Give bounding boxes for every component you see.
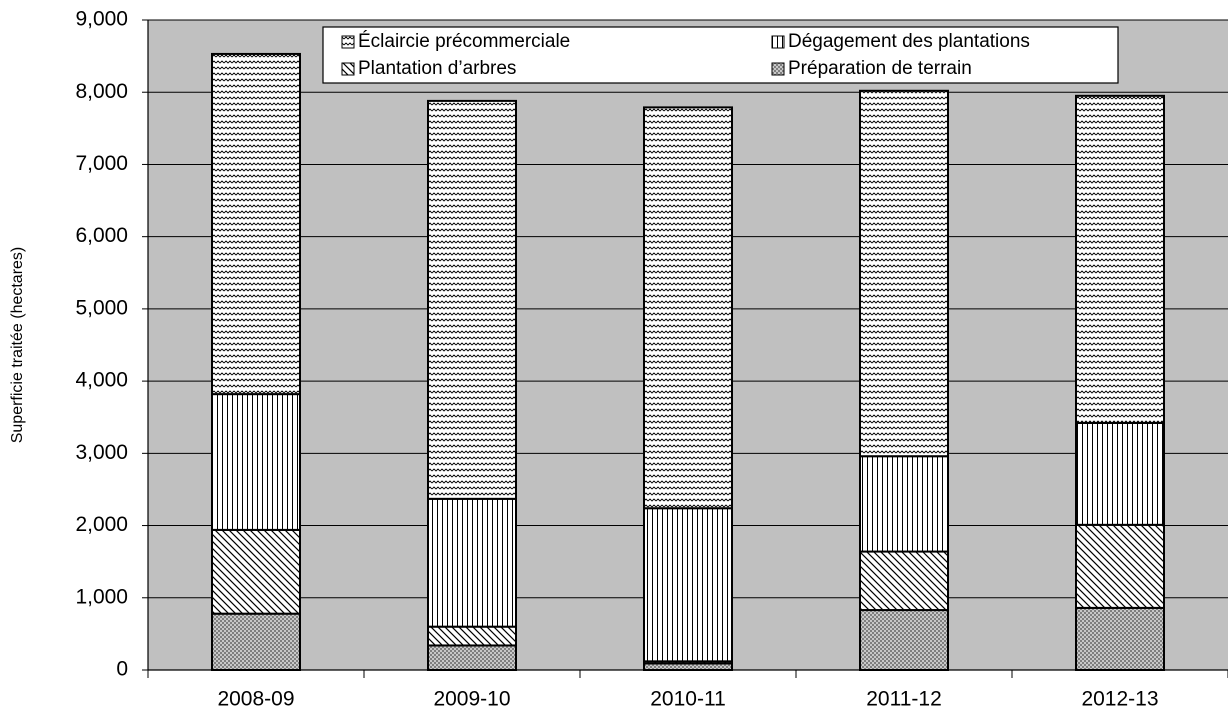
bar-segment [859, 609, 949, 671]
legend-swatch [771, 35, 785, 49]
x-tick-label: 2009-10 [433, 688, 510, 711]
legend-swatch [771, 62, 785, 76]
bar-segment [1075, 422, 1165, 526]
legend [322, 26, 1119, 84]
x-tick-label: 2012-13 [1081, 688, 1158, 711]
x-tick-label: 2010-11 [650, 688, 726, 711]
y-tick-label: 4,000 [75, 369, 128, 392]
y-tick-label: 2,000 [75, 513, 128, 536]
bar-segment [427, 625, 517, 647]
bar-segment [1075, 606, 1165, 672]
bar-segment [211, 52, 301, 396]
bar-segment [211, 612, 301, 672]
legend-label: Éclaircie précommerciale [358, 31, 570, 52]
bar-segment [427, 99, 517, 500]
legend-label: Plantation d’arbres [358, 58, 516, 79]
bar-segment [643, 507, 733, 663]
bar-segment [211, 528, 301, 615]
y-tick-label: 9,000 [75, 8, 128, 31]
y-tick-label: 7,000 [75, 152, 128, 175]
y-tick-label: 8,000 [75, 80, 128, 103]
bar-segment [643, 106, 733, 510]
x-tick-label: 2008-09 [217, 688, 294, 711]
y-tick-label: 5,000 [75, 296, 128, 319]
bar-segment [211, 393, 301, 531]
bar-segment [1075, 94, 1165, 424]
legend-swatch [341, 62, 355, 76]
legend-swatch [341, 35, 355, 49]
legend-label: Préparation de terrain [788, 58, 972, 79]
bar-segment [427, 497, 517, 628]
bar-segment [427, 644, 517, 672]
bar-segment [859, 89, 949, 458]
bar-segment [1075, 523, 1165, 609]
y-tick-label: 6,000 [75, 224, 128, 247]
legend-label: Dégagement des plantations [788, 31, 1030, 52]
y-axis-label: Superficie traitée (hectares) [9, 247, 26, 444]
bar-segment [859, 550, 949, 612]
y-tick-label: 3,000 [75, 441, 128, 464]
x-tick-label: 2011-12 [866, 688, 942, 711]
y-tick-label: 0 [116, 658, 128, 681]
y-tick-label: 1,000 [75, 585, 128, 608]
bar-segment [859, 455, 949, 553]
